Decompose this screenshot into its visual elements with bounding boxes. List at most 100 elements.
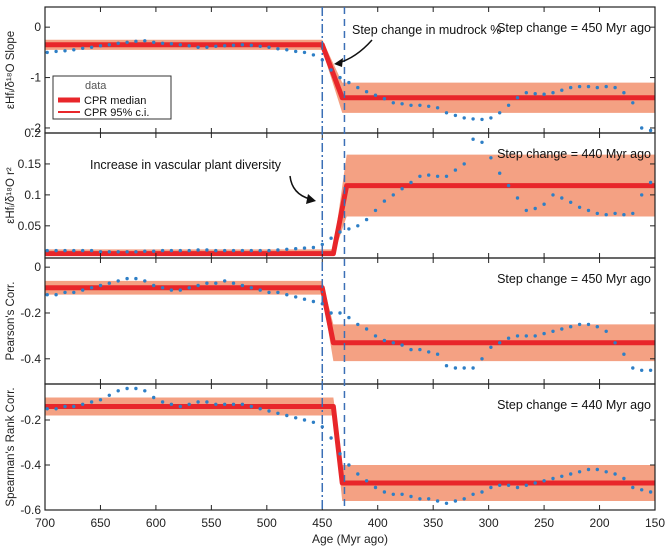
data-point — [391, 341, 395, 345]
data-point — [205, 45, 209, 49]
callout-mudrock: Step change in mudrock % — [352, 23, 501, 37]
data-point — [143, 389, 147, 393]
data-point — [81, 248, 85, 253]
data-point — [231, 248, 236, 253]
data-point — [382, 97, 387, 101]
data-point — [72, 404, 76, 409]
data-point — [586, 467, 591, 472]
y-tick-label: -0.4 — [20, 352, 41, 366]
data-point — [364, 90, 369, 94]
data-point — [471, 117, 475, 121]
data-point — [160, 400, 165, 404]
data-point — [648, 128, 653, 133]
data-point — [107, 250, 112, 254]
data-point — [107, 393, 112, 397]
y-axis-label: Spearman's Rank Corr. — [5, 387, 17, 506]
data-point — [551, 193, 555, 197]
data-point — [178, 43, 182, 47]
x-tick-label: 200 — [590, 516, 610, 530]
data-point — [54, 407, 58, 411]
cpr-median-line — [45, 183, 655, 257]
data-point — [489, 345, 493, 349]
data-point — [498, 483, 502, 487]
data-point — [480, 117, 484, 122]
data-point — [134, 276, 138, 281]
data-point — [320, 425, 324, 429]
data-point — [98, 398, 103, 402]
y-tick-label: 0.2 — [24, 126, 41, 140]
data-point — [320, 242, 324, 247]
data-point — [586, 84, 591, 89]
data-point — [444, 364, 449, 368]
data-point — [613, 211, 617, 216]
data-point — [302, 297, 307, 301]
data-point — [267, 45, 271, 49]
data-point — [560, 474, 564, 478]
data-point — [267, 248, 271, 253]
data-point — [569, 472, 573, 476]
y-tick-label: 0.15 — [18, 157, 42, 171]
data-point — [231, 43, 236, 47]
x-tick-label: 300 — [479, 516, 499, 530]
data-point — [489, 156, 493, 160]
data-point — [453, 366, 458, 370]
data-point — [560, 196, 564, 200]
data-point — [134, 39, 138, 43]
data-point — [338, 311, 342, 315]
data-point — [125, 386, 129, 391]
data-point — [196, 400, 200, 404]
data-point — [152, 395, 156, 400]
data-point — [631, 211, 635, 216]
data-point — [54, 248, 58, 253]
data-point — [205, 281, 209, 285]
x-axis-label: Age (Myr ago) — [312, 532, 388, 546]
data-point — [453, 113, 458, 118]
data-point — [356, 85, 360, 90]
data-point — [223, 44, 227, 48]
data-point — [231, 281, 236, 285]
data-point — [586, 208, 591, 213]
legend-entry-ci: CPR 95% c.i. — [84, 107, 149, 119]
data-point — [89, 248, 94, 253]
step-change-annotation: Step change = 450 Myr ago — [497, 21, 651, 35]
y-tick-label: 0 — [34, 260, 41, 274]
data-point — [471, 137, 475, 141]
data-point — [187, 402, 191, 406]
data-point — [648, 180, 653, 185]
data-point — [329, 236, 333, 240]
data-point — [285, 413, 289, 418]
data-point — [63, 248, 67, 253]
data-point — [276, 290, 280, 295]
data-point — [418, 497, 422, 501]
data-point — [116, 250, 120, 254]
data-point — [551, 329, 555, 333]
data-point — [125, 250, 129, 254]
data-point — [63, 49, 67, 53]
legend-entry-median: CPR median — [84, 95, 146, 107]
data-point — [631, 101, 635, 105]
data-point — [267, 409, 271, 413]
data-point — [515, 485, 520, 490]
data-point — [498, 171, 502, 175]
legend-title: data — [85, 80, 107, 92]
data-point — [311, 245, 316, 250]
data-point — [444, 174, 449, 178]
data-point — [240, 283, 245, 288]
ci-band — [45, 280, 655, 362]
data-point — [595, 85, 599, 90]
data-point — [107, 281, 112, 285]
data-point — [613, 472, 617, 476]
data-point — [471, 366, 475, 370]
data-point — [498, 111, 502, 115]
x-tick-label: 600 — [146, 516, 166, 530]
data-point — [640, 488, 644, 492]
data-point — [533, 92, 537, 96]
data-point — [214, 402, 218, 406]
data-point — [143, 279, 147, 283]
data-point — [205, 400, 209, 404]
data-point — [551, 476, 555, 481]
y-axis-label: εHfᵢ/δ¹⁸O Slope — [5, 31, 17, 109]
data-point — [435, 352, 440, 356]
